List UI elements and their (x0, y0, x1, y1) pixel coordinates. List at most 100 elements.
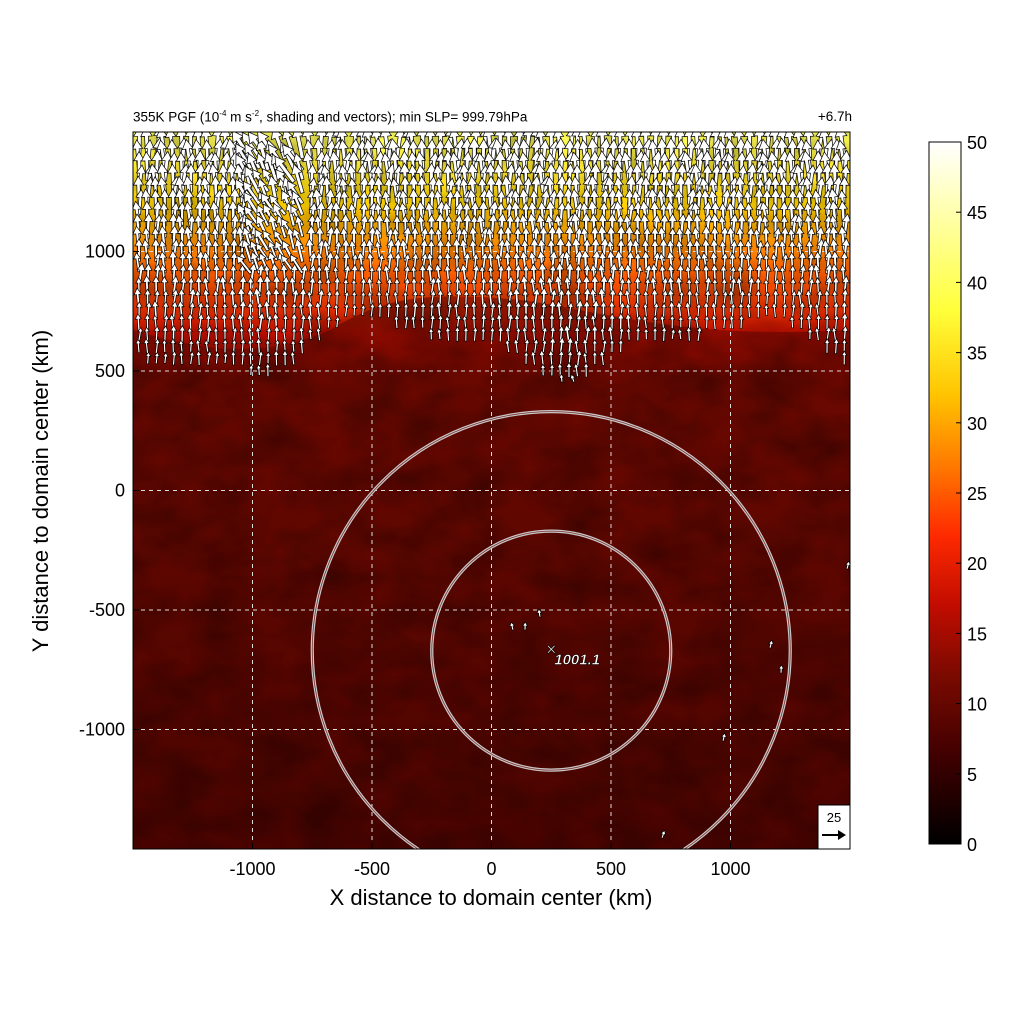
vector-arrow (693, 277, 701, 294)
vector-arrow (403, 277, 411, 295)
vector-arrow (510, 139, 523, 169)
vector-arrow (721, 314, 728, 329)
vector-arrow (506, 312, 515, 332)
vector-arrow (721, 290, 729, 306)
vector-arrow (306, 290, 313, 306)
vector-arrow (264, 339, 271, 353)
vector-arrow (709, 238, 719, 262)
vector-arrow (194, 225, 205, 251)
vector-arrow (669, 328, 677, 340)
vector-arrow (814, 326, 821, 342)
vector-arrow (678, 290, 685, 306)
vector-arrow (418, 277, 427, 295)
vector-arrow (565, 262, 575, 286)
vector-arrow (841, 350, 848, 366)
vector-arrow (290, 339, 297, 353)
vector-arrow (267, 240, 279, 262)
vector-arrow (408, 201, 419, 226)
vector-arrow (212, 326, 220, 341)
vector-arrow (565, 361, 573, 378)
vector-arrow (729, 276, 738, 296)
vector-arrow (255, 364, 262, 376)
vector-arrow (161, 325, 169, 343)
colorbar: 0 5 10 15 20 25 30 35 40 45 50 (928, 133, 987, 855)
vector-arrow (331, 200, 342, 228)
colorbar-tick-label: 5 (967, 765, 977, 785)
vector-arrow (644, 277, 651, 295)
vector-arrow (685, 252, 693, 272)
vector-arrow (203, 238, 214, 262)
vector-arrow (589, 188, 600, 216)
vector-arrow (415, 138, 428, 170)
vector-arrow (581, 187, 592, 216)
vector-arrow (212, 289, 220, 307)
vector-arrow (429, 313, 436, 331)
vector-arrow (738, 289, 746, 307)
vector-arrow (537, 261, 548, 286)
vector-arrow (582, 314, 589, 330)
vector-arrow (581, 337, 589, 354)
vector-arrow (306, 300, 314, 320)
vector-arrow (634, 326, 642, 342)
vector-arrow (220, 214, 230, 238)
vector-arrow (555, 261, 565, 286)
vector-arrow (521, 621, 529, 631)
vector-arrow (710, 314, 718, 330)
vector-arrow (236, 255, 253, 275)
vector-arrow (360, 290, 367, 305)
vector-arrow (652, 315, 659, 329)
vector-arrow (591, 324, 599, 344)
vector-arrow (325, 315, 332, 329)
vector-arrow (778, 175, 790, 204)
vector-arrow (795, 201, 806, 227)
vector-arrow (212, 301, 219, 318)
vector-arrow (624, 312, 632, 331)
vector-arrow (724, 138, 737, 170)
vector-arrow (343, 290, 350, 306)
vector-arrow (503, 225, 514, 251)
vector-arrow (154, 338, 161, 354)
vector-arrow (557, 349, 565, 366)
vector-arrow (427, 327, 435, 341)
vector-arrow (530, 326, 537, 342)
colorbar-tick-label: 50 (967, 133, 987, 153)
vector-arrow (315, 326, 322, 342)
vector-arrow (767, 639, 774, 649)
vector-arrow (545, 199, 557, 229)
vector-arrow (351, 303, 358, 317)
vector-arrow (823, 338, 831, 354)
vector-arrow (763, 303, 770, 317)
vector-arrow (547, 225, 558, 251)
vector-arrow (463, 302, 470, 318)
vector-arrow (606, 225, 617, 251)
vector-arrow (599, 327, 606, 341)
vector-arrow (247, 350, 254, 366)
vector-arrow (153, 351, 161, 365)
vector-arrow (236, 312, 245, 332)
vector-arrow (291, 163, 305, 194)
vector-arrow (162, 352, 169, 364)
vector-arrow (521, 201, 531, 226)
vector-arrow (625, 327, 632, 341)
vector-arrow (306, 313, 314, 331)
title-part: 355K PGF (10 (133, 109, 220, 125)
vector-arrow (798, 314, 805, 329)
x-tick-label: 0 (486, 859, 496, 879)
vector-arrow (143, 337, 150, 354)
vector-arrow (745, 302, 752, 318)
vector-arrow (222, 352, 229, 364)
vector-arrow (548, 363, 556, 377)
vector-arrow (477, 138, 490, 170)
vector-arrow (710, 225, 720, 250)
vector-arrow (701, 225, 712, 251)
vector-arrow (763, 278, 770, 294)
vector-arrow (321, 151, 333, 181)
vector-arrow (161, 339, 168, 353)
vector-arrow (478, 200, 489, 228)
reference-vector: 25 (817, 804, 851, 850)
vector-arrow (293, 237, 305, 263)
vector-arrow (651, 326, 659, 341)
vector-arrow (366, 276, 374, 296)
vector-arrow (185, 163, 197, 193)
vector-arrow (194, 199, 206, 229)
